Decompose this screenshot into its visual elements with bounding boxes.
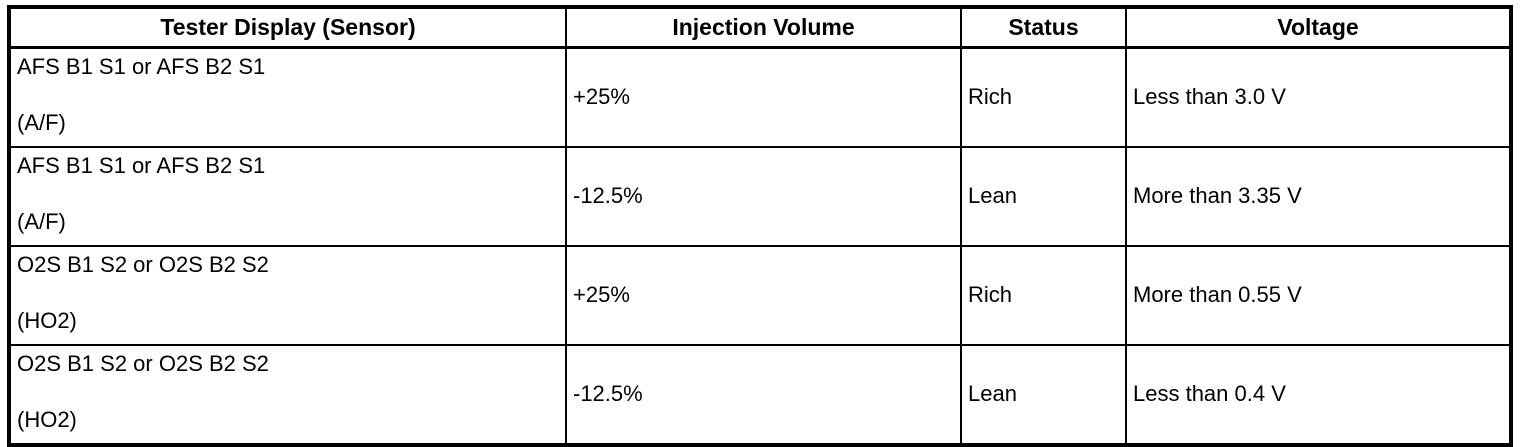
header-injection-volume: Injection Volume xyxy=(565,6,962,49)
table-header: Tester Display (Sensor) Injection Volume… xyxy=(8,6,1512,49)
cell-injection-volume: -12.5% xyxy=(565,145,962,247)
cell-voltage: More than 0.55 V xyxy=(1125,244,1512,346)
cell-sensor: O2S B1 S2 or O2S B2 S2 (HO2) xyxy=(8,343,567,446)
sensor-text: AFS B1 S1 or AFS B2 S1 (A/F) xyxy=(11,149,564,244)
header-status: Status xyxy=(960,6,1127,49)
table-row: O2S B1 S2 or O2S B2 S2 (HO2) -12.5% Lean… xyxy=(8,343,1512,446)
sensor-text: O2S B1 S2 or O2S B2 S2 (HO2) xyxy=(11,347,564,443)
cell-voltage: Less than 3.0 V xyxy=(1125,46,1512,148)
cell-injection-volume: +25% xyxy=(565,244,962,346)
cell-status: Lean xyxy=(960,343,1127,446)
cell-sensor: AFS B1 S1 or AFS B2 S1 (A/F) xyxy=(8,145,567,247)
table-row: AFS B1 S1 or AFS B2 S1 (A/F) +25% Rich L… xyxy=(8,46,1512,148)
sensor-text: O2S B1 S2 or O2S B2 S2 (HO2) xyxy=(11,248,564,343)
header-voltage: Voltage xyxy=(1125,6,1512,49)
sensor-line2: (HO2) xyxy=(17,307,77,333)
sensor-spec-table: Tester Display (Sensor) Injection Volume… xyxy=(7,5,1513,447)
header-row: Tester Display (Sensor) Injection Volume… xyxy=(8,6,1512,49)
cell-voltage: More than 3.35 V xyxy=(1125,145,1512,247)
sensor-line1: AFS B1 S1 or AFS B2 S1 xyxy=(17,53,266,79)
sensor-text: AFS B1 S1 or AFS B2 S1 (A/F) xyxy=(11,49,564,145)
table-row: O2S B1 S2 or O2S B2 S2 (HO2) +25% Rich M… xyxy=(8,244,1512,346)
cell-status: Rich xyxy=(960,46,1127,148)
header-tester-display: Tester Display (Sensor) xyxy=(8,6,567,49)
sensor-line1: O2S B1 S2 or O2S B2 S2 xyxy=(17,251,269,277)
table-row: AFS B1 S1 or AFS B2 S1 (A/F) -12.5% Lean… xyxy=(8,145,1512,247)
cell-injection-volume: +25% xyxy=(565,46,962,148)
sensor-line1: AFS B1 S1 or AFS B2 S1 xyxy=(17,152,266,178)
table-body: AFS B1 S1 or AFS B2 S1 (A/F) +25% Rich L… xyxy=(8,46,1512,446)
cell-sensor: O2S B1 S2 or O2S B2 S2 (HO2) xyxy=(8,244,567,346)
cell-injection-volume: -12.5% xyxy=(565,343,962,446)
cell-status: Rich xyxy=(960,244,1127,346)
cell-status: Lean xyxy=(960,145,1127,247)
sensor-line2: (A/F) xyxy=(17,109,66,135)
cell-voltage: Less than 0.4 V xyxy=(1125,343,1512,446)
sensor-line2: (HO2) xyxy=(17,406,77,432)
sensor-line2: (A/F) xyxy=(17,208,66,234)
sensor-line1: O2S B1 S2 or O2S B2 S2 xyxy=(17,350,269,376)
cell-sensor: AFS B1 S1 or AFS B2 S1 (A/F) xyxy=(8,46,567,148)
